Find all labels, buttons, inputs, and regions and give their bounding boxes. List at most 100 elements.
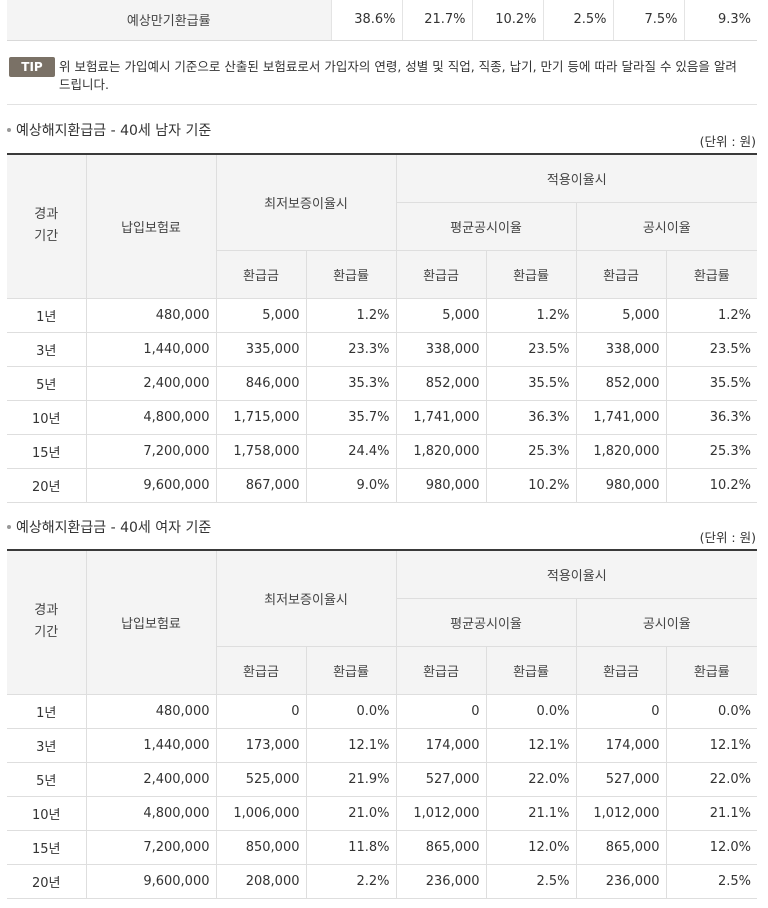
table-row: 5년 2,400,000 846,000 35.3% 852,000 35.5% 852,0…	[7, 365, 758, 401]
table-cell: 980,000	[395, 467, 487, 503]
bullet-icon	[7, 127, 11, 132]
table-cell: 23.3%	[305, 331, 397, 367]
table-cell: 15년	[7, 433, 87, 469]
table-cell: 1.2%	[665, 297, 758, 333]
table-cell: 10년	[7, 399, 87, 435]
table-row: 5년 2,400,000 525,000 21.9% 527,000 22.0% 527,0…	[7, 761, 758, 797]
header-avg-rate: 평균공시이율	[395, 201, 577, 251]
table-cell: 525,000	[215, 761, 307, 797]
table-row: 1년 480,000 0 0.0% 0 0.0% 0 0.0%	[7, 693, 758, 729]
table-cell: 12.1%	[305, 727, 397, 763]
table-cell: 1,820,000	[575, 433, 667, 469]
table-cell: 3년	[7, 331, 87, 367]
table-cell: 846,000	[215, 365, 307, 401]
header-refund: 환급금	[395, 645, 487, 695]
table-cell: 3년	[7, 727, 87, 763]
table-cell: 5년	[7, 365, 87, 401]
table-cell: 21.9%	[305, 761, 397, 797]
table-cell: 21.1%	[665, 795, 758, 831]
table-cell: 865,000	[575, 829, 667, 865]
table-cell: 2.2%	[305, 863, 397, 899]
unit-label: (단위 : 원)	[699, 134, 756, 149]
table-cell: 2.5%	[665, 863, 758, 899]
header-applied-rate: 적용이율시	[395, 549, 758, 599]
table-row: 3년 1,440,000 173,000 12.1% 174,000 12.1% 174,0…	[7, 727, 758, 763]
table-cell: 174,000	[395, 727, 487, 763]
table-cell: 1,715,000	[215, 399, 307, 435]
table-cell: 527,000	[575, 761, 667, 797]
table-cell: 35.5%	[485, 365, 577, 401]
table-cell: 12.1%	[665, 727, 758, 763]
header-min-rate: 최저보증이율시	[215, 153, 397, 251]
table-cell: 1,012,000	[395, 795, 487, 831]
table-cell: 0	[575, 693, 667, 729]
header-pub-rate: 공시이율	[575, 201, 758, 251]
maturity-refund-label: 예상만기환급률	[7, 0, 331, 41]
table-cell: 20년	[7, 467, 87, 503]
table-row: 20년 9,600,000 867,000 9.0% 980,000 10.2% 980,0…	[7, 467, 758, 503]
table-cell: 12.1%	[485, 727, 577, 763]
table-cell: 25.3%	[485, 433, 577, 469]
table-cell: 35.5%	[665, 365, 758, 401]
table-cell: 10년	[7, 795, 87, 831]
table-cell: 174,000	[575, 727, 667, 763]
table-cell: 7,200,000	[85, 829, 217, 865]
table-cell: 36.3%	[485, 399, 577, 435]
table-cell: 173,000	[215, 727, 307, 763]
header-premium: 납입보험료	[85, 549, 217, 695]
bullet-icon	[7, 524, 11, 529]
table-cell: 22.0%	[665, 761, 758, 797]
table-cell: 1년	[7, 297, 87, 333]
header-refund-rate: 환급률	[305, 645, 397, 695]
refund-table-male: 경과 기간 납입보험료 최저보증이율시 적용이율시 평균공시이율 공시이율 환급금 환급률 환급…	[7, 153, 758, 503]
table-cell: 0.0%	[665, 693, 758, 729]
header-refund-rate: 환급률	[665, 645, 758, 695]
table-cell: 12.0%	[665, 829, 758, 865]
table-cell: 1,440,000	[85, 727, 217, 763]
table-cell: 852,000	[395, 365, 487, 401]
table-cell: 865,000	[395, 829, 487, 865]
maturity-refund-table: 예상만기환급률 38.6% 21.7% 10.2% 2.5% 7.5% 9.3%	[7, 0, 757, 41]
table-cell: 20년	[7, 863, 87, 899]
header-applied-rate: 적용이율시	[395, 153, 758, 203]
header-refund-rate: 환급률	[305, 249, 397, 299]
table-cell: 480,000	[85, 297, 217, 333]
tip-badge: TIP	[9, 57, 55, 77]
table-cell: 1,440,000	[85, 331, 217, 367]
header-refund: 환급금	[215, 645, 307, 695]
table-cell: 480,000	[85, 693, 217, 729]
table-cell: 236,000	[575, 863, 667, 899]
table-cell: 5,000	[575, 297, 667, 333]
maturity-refund-value: 7.5%	[612, 0, 684, 41]
maturity-refund-value: 9.3%	[683, 0, 757, 41]
header-avg-rate: 평균공시이율	[395, 597, 577, 647]
header-period: 경과 기간	[7, 549, 87, 695]
table-cell: 852,000	[575, 365, 667, 401]
table-cell: 236,000	[395, 863, 487, 899]
table-cell: 5,000	[215, 297, 307, 333]
table-cell: 7,200,000	[85, 433, 217, 469]
header-refund-rate: 환급률	[485, 249, 577, 299]
table-cell: 2.5%	[485, 863, 577, 899]
table-cell: 0	[395, 693, 487, 729]
table-row: 10년 4,800,000 1,006,000 21.0% 1,012,000 21.1%…	[7, 795, 758, 831]
refund-table-female: 경과 기간 납입보험료 최저보증이율시 적용이율시 평균공시이율 공시이율 환급금 환급률 환급…	[7, 549, 758, 899]
header-min-rate: 최저보증이율시	[215, 549, 397, 647]
table-cell: 21.0%	[305, 795, 397, 831]
table-cell: 980,000	[575, 467, 667, 503]
table-cell: 1,012,000	[575, 795, 667, 831]
table-cell: 0.0%	[305, 693, 397, 729]
header-premium: 납입보험료	[85, 153, 217, 299]
table-cell: 22.0%	[485, 761, 577, 797]
table-cell: 35.7%	[305, 399, 397, 435]
table-cell: 2,400,000	[85, 365, 217, 401]
tip-box: TIP 위 보험료는 가입예시 기준으로 산출된 보험료로서 가입자의 연령, …	[7, 57, 757, 105]
table-row: 3년 1,440,000 335,000 23.3% 338,000 23.5% 338,0…	[7, 331, 758, 367]
table-row: 10년 4,800,000 1,715,000 35.7% 1,741,000 36.3%…	[7, 399, 758, 435]
header-pub-rate: 공시이율	[575, 597, 758, 647]
table-cell: 23.5%	[665, 331, 758, 367]
header-refund-rate: 환급률	[485, 645, 577, 695]
header-refund: 환급금	[575, 249, 667, 299]
table-cell: 1.2%	[485, 297, 577, 333]
table-cell: 338,000	[395, 331, 487, 367]
